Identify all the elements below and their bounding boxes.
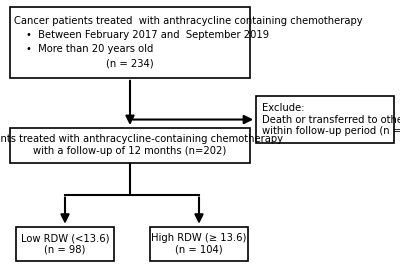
FancyBboxPatch shape [10,128,250,163]
FancyBboxPatch shape [256,96,394,143]
Text: with a follow-up of 12 months (n=202): with a follow-up of 12 months (n=202) [33,146,227,156]
Text: Exclude:: Exclude: [262,103,304,113]
Text: (n = 234): (n = 234) [106,59,154,69]
Text: Patients treated with anthracycline-containing chemotherapy: Patients treated with anthracycline-cont… [0,135,284,145]
Text: Death or transferred to other hospitals: Death or transferred to other hospitals [262,115,400,125]
Text: •  Between February 2017 and  September 2019: • Between February 2017 and September 20… [26,30,269,40]
Text: Cancer patients treated  with anthracycline containing chemotherapy: Cancer patients treated with anthracycli… [14,16,363,26]
Text: (n = 98): (n = 98) [44,245,86,255]
Text: (n = 104): (n = 104) [175,245,223,255]
Text: •  More than 20 years old: • More than 20 years old [26,44,153,54]
FancyBboxPatch shape [16,227,114,261]
Text: Low RDW (<13.6): Low RDW (<13.6) [21,233,109,243]
FancyBboxPatch shape [10,7,250,78]
Text: within follow-up period (n = 32): within follow-up period (n = 32) [262,126,400,136]
Text: High RDW (≥ 13.6): High RDW (≥ 13.6) [151,233,247,243]
FancyBboxPatch shape [150,227,248,261]
